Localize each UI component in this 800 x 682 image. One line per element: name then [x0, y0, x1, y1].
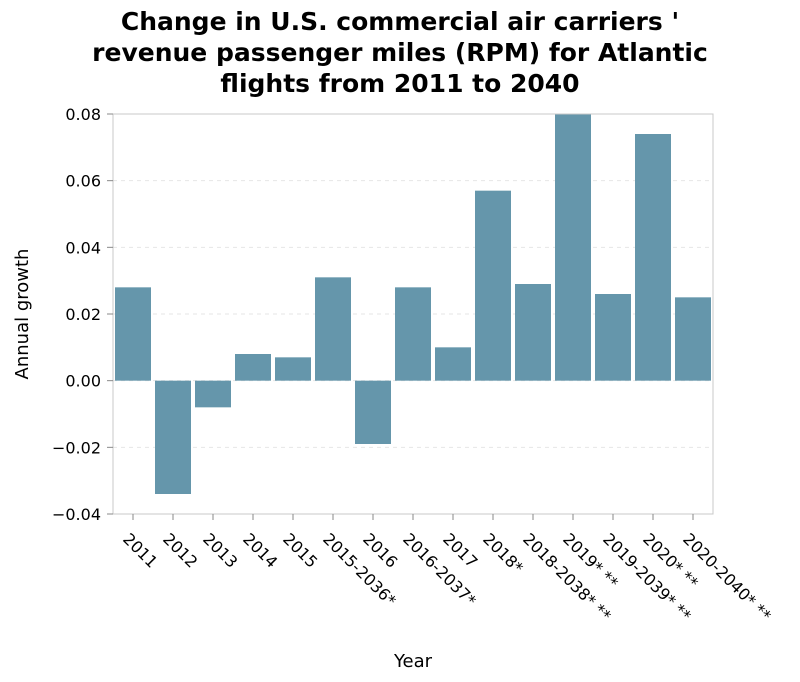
chart-title-line: Change in U.S. commercial air carriers ' — [120, 7, 680, 36]
bar — [195, 380, 231, 408]
bar — [515, 284, 551, 381]
x-tick-label: 2015 — [279, 529, 321, 571]
y-axis-title: Annual growth — [12, 249, 33, 380]
bar — [115, 287, 151, 381]
bar — [395, 287, 431, 381]
bar — [595, 294, 631, 381]
bar — [235, 354, 271, 381]
bar — [675, 297, 711, 381]
bar — [355, 380, 391, 444]
chart-title-line: flights from 2011 to 2040 — [220, 69, 580, 98]
y-tick-label: −0.04 — [52, 505, 101, 524]
bar — [475, 190, 511, 381]
bar — [315, 277, 351, 381]
x-tick-label: 2014 — [239, 529, 281, 571]
y-tick-label: 0.00 — [65, 372, 101, 391]
x-tick-label: 2013 — [199, 529, 241, 571]
x-axis-title: Year — [393, 651, 433, 672]
y-tick-label: 0.08 — [65, 105, 101, 124]
chart-title: Change in U.S. commercial air carriers '… — [0, 6, 800, 99]
bar — [635, 134, 671, 381]
chart-title-line: revenue passenger miles (RPM) for Atlant… — [92, 38, 708, 67]
y-axis-ticks: −0.04 −0.02 0.00 0.02 0.04 0.06 0.08 — [52, 105, 113, 524]
y-tick-label: 0.06 — [65, 172, 101, 191]
x-axis-ticks: 201120122013201420152015-2036*20162016-2… — [119, 514, 775, 625]
bar — [435, 347, 471, 381]
y-tick-label: 0.04 — [65, 238, 101, 257]
bar — [275, 357, 311, 381]
x-tick-label: 2012 — [159, 529, 201, 571]
x-tick-label: 2018* — [479, 529, 527, 577]
x-tick-label: 2011 — [119, 529, 161, 571]
y-tick-label: 0.02 — [65, 305, 101, 324]
bar — [155, 380, 191, 494]
bar — [555, 114, 591, 381]
bars — [115, 114, 711, 494]
y-tick-label: −0.02 — [52, 438, 101, 457]
